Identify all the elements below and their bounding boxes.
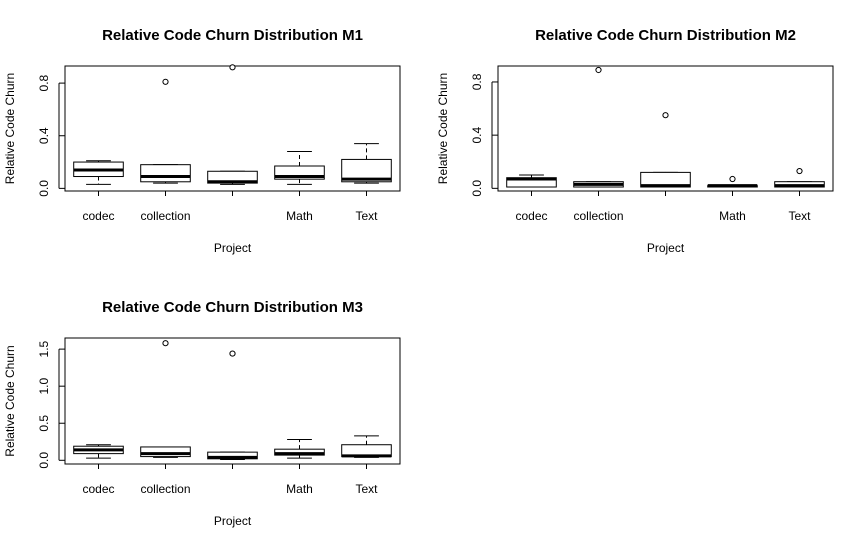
panel-2-ytick-label: 0.8 xyxy=(470,73,484,90)
panel-1-outlier-point xyxy=(229,64,236,71)
panel-1-ytick-label: 0.4 xyxy=(37,127,51,144)
panel-2-outlier-point xyxy=(796,167,803,175)
panel-2-xlabel: Project xyxy=(647,241,685,255)
panel-3-xlabel: Project xyxy=(214,514,252,528)
panel-3-ytick-label: 0.0 xyxy=(37,452,51,469)
panel-1-ylabel: Relative Code Churn xyxy=(3,73,17,184)
panel-3-outlier-point xyxy=(162,340,169,347)
panel-3-xtick-label: Math xyxy=(286,482,313,496)
panel-1-box-Text xyxy=(341,158,392,183)
panel-2-xtick-label: collection xyxy=(573,209,623,223)
panel-2-xtick-label: Text xyxy=(788,209,811,223)
panel-1-box-collection xyxy=(140,164,191,183)
panel-3-box-collection xyxy=(140,446,191,458)
panel-2-ylabel: Relative Code Churn xyxy=(436,73,450,184)
panel-2-outlier-point xyxy=(595,66,602,74)
panel-2-ytick-label: 0.0 xyxy=(470,180,484,197)
panel-2-outlier-point xyxy=(729,175,736,183)
panel-2-outlier-point xyxy=(662,112,669,119)
panel-1-xtick-label: Math xyxy=(286,209,313,223)
panel-1-ytick-label: 0.8 xyxy=(37,74,51,91)
panel-1-xtick-label: collection xyxy=(140,209,190,223)
panel-1-ytick-label: 0.0 xyxy=(37,180,51,197)
panel-3-ylabel: Relative Code Churn xyxy=(3,345,17,456)
panel-3-outlier-point xyxy=(229,350,236,357)
panel-3-ytick-label: 1.0 xyxy=(37,378,51,395)
panel-1-xtick-label: codec xyxy=(82,209,114,223)
panel-2-xtick-label: Math xyxy=(719,209,746,223)
panel-3-ytick-label: 1.5 xyxy=(37,340,51,357)
panel-2-ytick-label: 0.4 xyxy=(470,126,484,143)
panel-3-xtick-label: collection xyxy=(140,482,190,496)
panel-2-xtick-label: codec xyxy=(515,209,547,223)
panel-1-outlier-point xyxy=(162,78,169,85)
panel-1-xlabel: Project xyxy=(214,241,252,255)
panel-3-xtick-label: codec xyxy=(82,482,114,496)
panel-2-title: Relative Code Churn Distribution M2 xyxy=(535,27,796,44)
panel-1-title: Relative Code Churn Distribution M1 xyxy=(102,27,363,44)
panel-3-ytick-label: 0.5 xyxy=(37,415,51,432)
panel-3-title: Relative Code Churn Distribution M3 xyxy=(102,299,363,316)
panel-1-xtick-label: Text xyxy=(355,209,378,223)
panel-3-xtick-label: Text xyxy=(355,482,378,496)
